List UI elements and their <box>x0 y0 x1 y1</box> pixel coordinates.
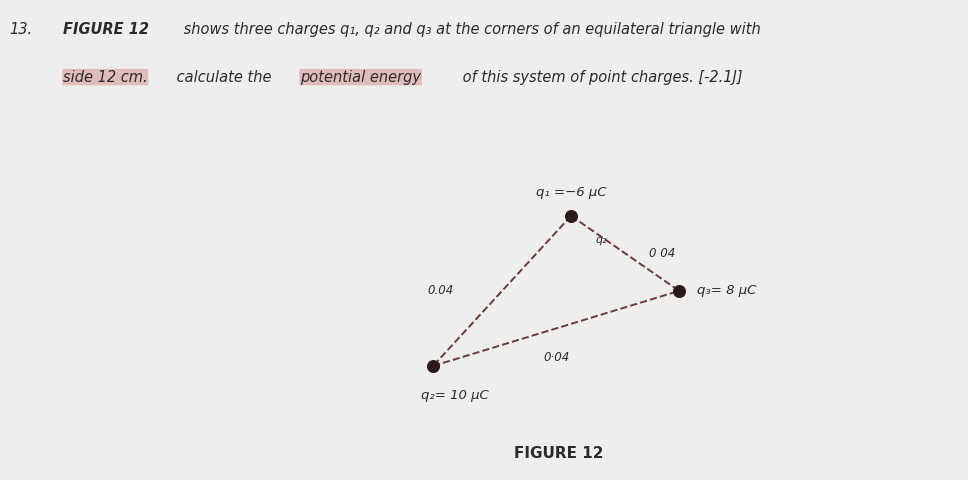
Text: q₁ =−6 μC: q₁ =−6 μC <box>536 187 606 200</box>
Text: potential energy: potential energy <box>300 70 421 84</box>
Text: 0·04: 0·04 <box>543 351 569 364</box>
Point <box>672 287 687 295</box>
Text: q₃= 8 μC: q₃= 8 μC <box>697 284 757 298</box>
Point <box>563 212 579 220</box>
Text: of this system of point charges. [-2.1J]: of this system of point charges. [-2.1J] <box>458 70 742 84</box>
Text: FIGURE 12: FIGURE 12 <box>63 22 149 36</box>
Text: shows three charges q₁, q₂ and q₃ at the corners of an equilateral triangle with: shows three charges q₁, q₂ and q₃ at the… <box>179 22 761 36</box>
Text: q₂= 10 μC: q₂= 10 μC <box>421 389 489 402</box>
Text: side 12 cm.: side 12 cm. <box>63 70 147 84</box>
Point <box>425 362 440 370</box>
Text: 13.: 13. <box>10 22 33 36</box>
Text: q₂: q₂ <box>595 235 607 245</box>
Text: FIGURE 12: FIGURE 12 <box>514 445 604 461</box>
Text: 0.04: 0.04 <box>428 284 454 298</box>
Text: calculate the: calculate the <box>172 70 277 84</box>
Text: 0 04: 0 04 <box>650 247 676 260</box>
